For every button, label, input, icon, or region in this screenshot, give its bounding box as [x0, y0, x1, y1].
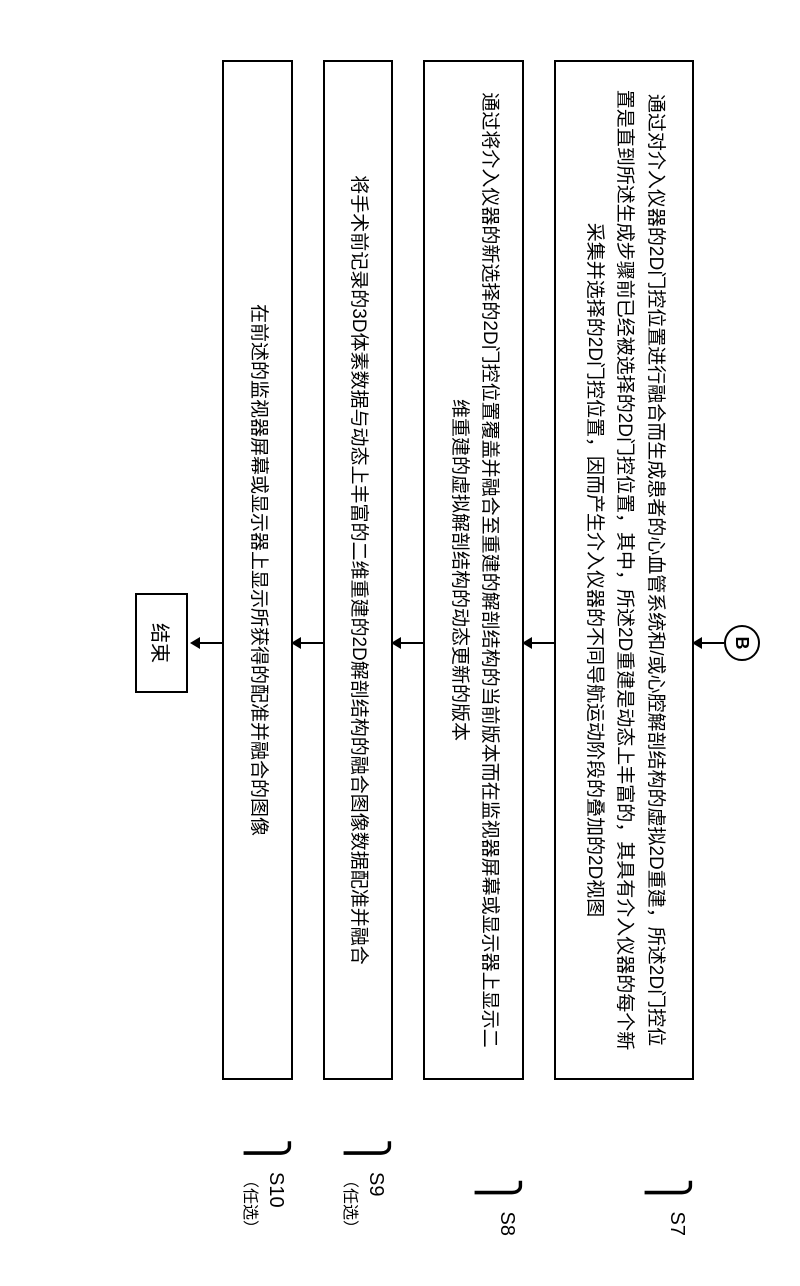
step-box-s9: 将手术前记录的3D体素数据与动态上丰富的二维重建的2D解剖结构的融合图像数据配准…: [323, 60, 393, 1080]
step-box-s8: 通过将介入仪器的新选择的2D门控位置覆盖并融合至重建的解剖结构的当前版本而在监视…: [423, 60, 524, 1080]
step-label-s8: ⎫ S8: [486, 1178, 518, 1236]
end-label: 结束: [148, 623, 170, 663]
step-row-s10: 在前述的监视器屏幕或显示器上显示所获得的配准并融合的图像 ⎫ S10 （任选）: [222, 60, 292, 1226]
bracket-icon: ⎫: [355, 1138, 379, 1168]
label-text-s10: S10 （任选）: [240, 1172, 287, 1236]
step-box-s7: 通过对介入仪器的2D门控位置进行融合而生成患者的心血管系统和/或心腔解剖结构的虚…: [554, 60, 694, 1080]
step-text: 通过将介入仪器的新选择的2D门控位置覆盖并融合至重建的解剖结构的当前版本而在监视…: [449, 92, 500, 1047]
arrow: [192, 642, 222, 644]
step-text: 在前述的监视器屏幕或显示器上显示所获得的配准并融合的图像: [248, 304, 269, 836]
step-label-s10: ⎫ S10 （任选）: [240, 1138, 287, 1236]
bracket-icon: ⎫: [486, 1178, 510, 1208]
step-row-s9: 将手术前记录的3D体素数据与动态上丰富的二维重建的2D解剖结构的融合图像数据配准…: [323, 60, 393, 1226]
step-label-s7: ⎫ S7: [656, 1178, 688, 1236]
bracket-icon: ⎫: [656, 1178, 680, 1208]
step-row-s8: 通过将介入仪器的新选择的2D门控位置覆盖并融合至重建的解剖结构的当前版本而在监视…: [423, 60, 524, 1226]
end-box: 结束: [135, 593, 188, 693]
label-text-s8: S8: [495, 1212, 518, 1236]
connector-label: B: [732, 637, 753, 650]
step-text: 将手术前记录的3D体素数据与动态上丰富的二维重建的2D解剖结构的融合图像数据配准…: [348, 175, 369, 965]
step-label-s9: ⎫ S9 （任选）: [340, 1138, 387, 1236]
step-box-s10: 在前述的监视器屏幕或显示器上显示所获得的配准并融合的图像: [222, 60, 292, 1080]
arrow: [293, 642, 323, 644]
arrow: [393, 642, 423, 644]
optional-label: （任选）: [240, 1172, 264, 1236]
arrow: [694, 642, 724, 644]
step-row-s7: 通过对介入仪器的2D门控位置进行融合而生成患者的心血管系统和/或心腔解剖结构的虚…: [554, 60, 694, 1226]
label-text-s9: S9 （任选）: [340, 1172, 387, 1236]
label-text-s7: S7: [665, 1212, 688, 1236]
connector-b: B: [724, 625, 760, 661]
arrow: [524, 642, 554, 644]
bracket-icon: ⎫: [255, 1138, 279, 1168]
flowchart-diagram: B 通过对介入仪器的2D门控位置进行融合而生成患者的心血管系统和/或心腔解剖结构…: [0, 0, 800, 1286]
step-text: 通过对介入仪器的2D门控位置进行融合而生成患者的心血管系统和/或心腔解剖结构的虚…: [578, 86, 669, 1054]
optional-label: （任选）: [340, 1172, 364, 1236]
